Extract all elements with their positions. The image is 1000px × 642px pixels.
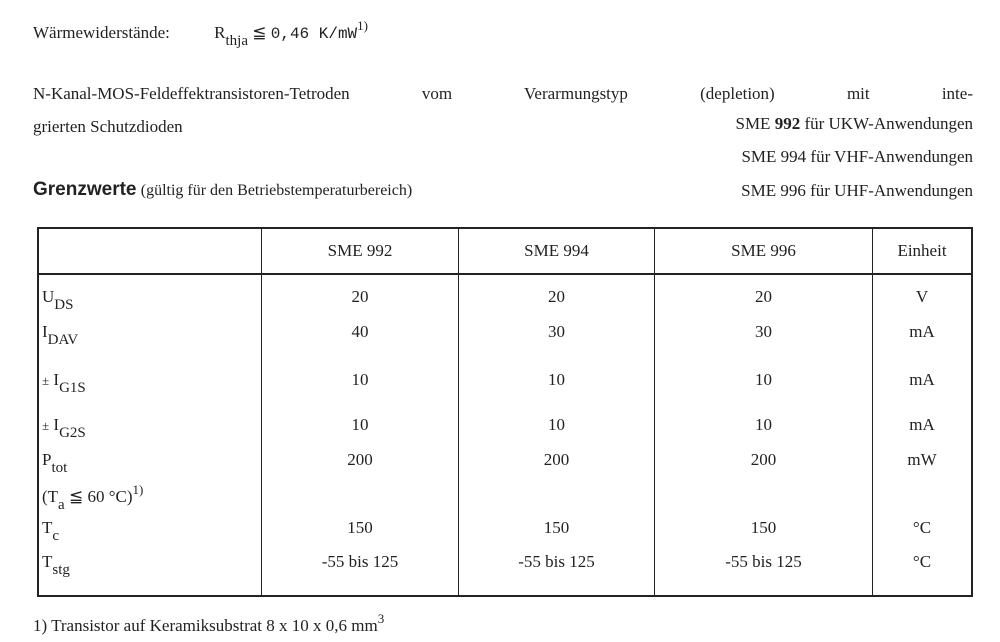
header-sme996: SME 996 (654, 228, 873, 275)
table-cell-value: 150 (347, 518, 373, 537)
table-cell-unit: °C (912, 518, 932, 537)
footnote-sup: 3 (377, 611, 385, 626)
symbol-sub: G2S (59, 425, 86, 441)
table-cell-value: 30 (755, 322, 772, 341)
symbol-sub: tot (51, 460, 68, 476)
param-symbol: Tc (42, 518, 59, 545)
table-body: UDS IDAV ± IG1S ± IG2S Ptot (Ta ≦ 60 °C)1) Tc T… (38, 274, 972, 596)
thermal-symbol: R (214, 23, 226, 42)
section-subtitle: (gültig für den Betriebstemperaturbereic… (140, 182, 413, 199)
type-use: für VHF-Anwendungen (810, 147, 973, 166)
table-cell-unit: °C (912, 552, 932, 571)
type-994: SME 994 für VHF-Anwendungen (741, 147, 973, 167)
header-sme992: SME 992 (261, 228, 459, 275)
type-number: 994 (780, 147, 807, 166)
thermal-symbol-sub: thja (225, 33, 248, 49)
table-cell-value: 10 (351, 370, 369, 389)
footnote-text: 1) Transistor auf Keramiksubstrat 8 x 10… (33, 616, 378, 635)
sme992-column: 20 40 10 10 200 150 -55 bis 125 (261, 274, 459, 596)
table-header: SME 992 SME 994 SME 996 Einheit (38, 228, 972, 275)
condition-open: (T (42, 487, 59, 506)
symbol: I (53, 370, 60, 389)
section-title: Grenzwerte (33, 179, 137, 200)
symbol-sub: DAV (47, 332, 79, 348)
param-symbol: UDS (42, 287, 73, 314)
condition-sub: a (58, 497, 65, 513)
symbol: U (42, 287, 55, 306)
table-cell-unit: mA (909, 322, 935, 341)
table-cell-value: 20 (548, 287, 565, 306)
footnote: 1) Transistor auf Keramiksubstrat 8 x 10… (33, 611, 384, 636)
table-cell-value: 200 (543, 450, 570, 469)
sme996-column: 20 30 10 10 200 150 -55 bis 125 (654, 274, 873, 596)
condition-ref: 1) (132, 482, 144, 497)
header-unit: Einheit (872, 228, 972, 275)
table-cell-value: 200 (347, 450, 373, 469)
param-symbol: ± IG2S (42, 415, 86, 442)
param-symbol: ± IG1S (42, 370, 86, 397)
table-cell-value: 10 (548, 370, 565, 389)
param-condition: (Ta ≦ 60 °C)1) (42, 482, 143, 514)
section-heading: Grenzwerte (gültig für den Betriebstempe… (33, 179, 412, 201)
param-column: UDS IDAV ± IG1S ± IG2S Ptot (Ta ≦ 60 °C)1) Tc T… (38, 274, 262, 596)
table-cell-unit: mA (909, 415, 935, 434)
plus-minus: ± (42, 373, 50, 388)
header-param (38, 228, 262, 275)
symbol: T (42, 552, 53, 571)
symbol-sub: G1S (59, 380, 86, 396)
limits-table: SME 992 SME 994 SME 996 Einheit UDS IDAV ±… (37, 227, 973, 597)
intro-line-2: grierten Schutzdioden (33, 117, 183, 136)
sme994-column: 20 30 10 10 200 150 -55 bis 125 (458, 274, 655, 596)
table-cell-value: 30 (548, 322, 565, 341)
symbol: I (42, 322, 48, 341)
type-992: SME 992 für UKW-Anwendungen (735, 114, 973, 134)
table-cell-unit: mA (909, 370, 935, 389)
type-996: SME 996 für UHF-Anwendungen (741, 181, 973, 201)
table-cell-value: -55 bis 125 (518, 552, 595, 571)
thermal-relation: ≦ (252, 23, 267, 42)
type-name: SME (735, 114, 771, 133)
table-cell-value: 10 (755, 415, 772, 434)
table-cell-value: 150 (543, 518, 570, 537)
thermal-footnote-ref: 1) (357, 18, 368, 33)
header-sme994: SME 994 (458, 228, 655, 275)
table-cell-value: 150 (750, 518, 777, 537)
table-cell-value: 10 (755, 370, 772, 389)
table-cell-value: 10 (351, 415, 369, 434)
table-cell-value: 10 (548, 415, 565, 434)
type-name: SME (741, 147, 777, 166)
table-cell-value: 200 (750, 450, 777, 469)
table-cell-value: 40 (351, 322, 369, 341)
symbol-sub: stg (52, 562, 70, 578)
type-use: für UHF-Anwendungen (810, 181, 973, 200)
symbol: T (42, 518, 53, 537)
type-number: 992 (774, 114, 801, 133)
symbol-sub: DS (54, 297, 74, 313)
param-symbol: Tstg (42, 552, 70, 579)
table-cell-value: 20 (755, 287, 772, 306)
symbol-sub: c (52, 528, 60, 544)
param-symbol: Ptot (42, 450, 67, 477)
type-name: SME (741, 181, 777, 200)
type-use: für UKW-Anwendungen (804, 114, 973, 133)
thermal-value: 0,46 K/mW (270, 25, 358, 43)
thermal-label: Wärmewiderstände: (33, 23, 170, 42)
type-number: 996 (780, 181, 806, 200)
table-cell-unit: V (915, 287, 929, 306)
table-cell-value: 20 (351, 287, 369, 306)
condition-rel: ≦ 60 °C) (68, 487, 133, 506)
intro-line-1: N-Kanal-MOS-Feldeffektransistoren-Tetrod… (33, 84, 973, 103)
table-cell-unit: mW (907, 450, 937, 469)
thermal-resistance: Wärmewiderstände: Rthja ≦ 0,46 K/mW1) (33, 18, 368, 50)
table-cell-value: -55 bis 125 (321, 552, 399, 571)
symbol: I (53, 415, 60, 434)
symbol: P (42, 450, 52, 469)
plus-minus: ± (42, 418, 50, 433)
param-symbol: IDAV (42, 322, 78, 349)
table-cell-value: -55 bis 125 (725, 552, 802, 571)
